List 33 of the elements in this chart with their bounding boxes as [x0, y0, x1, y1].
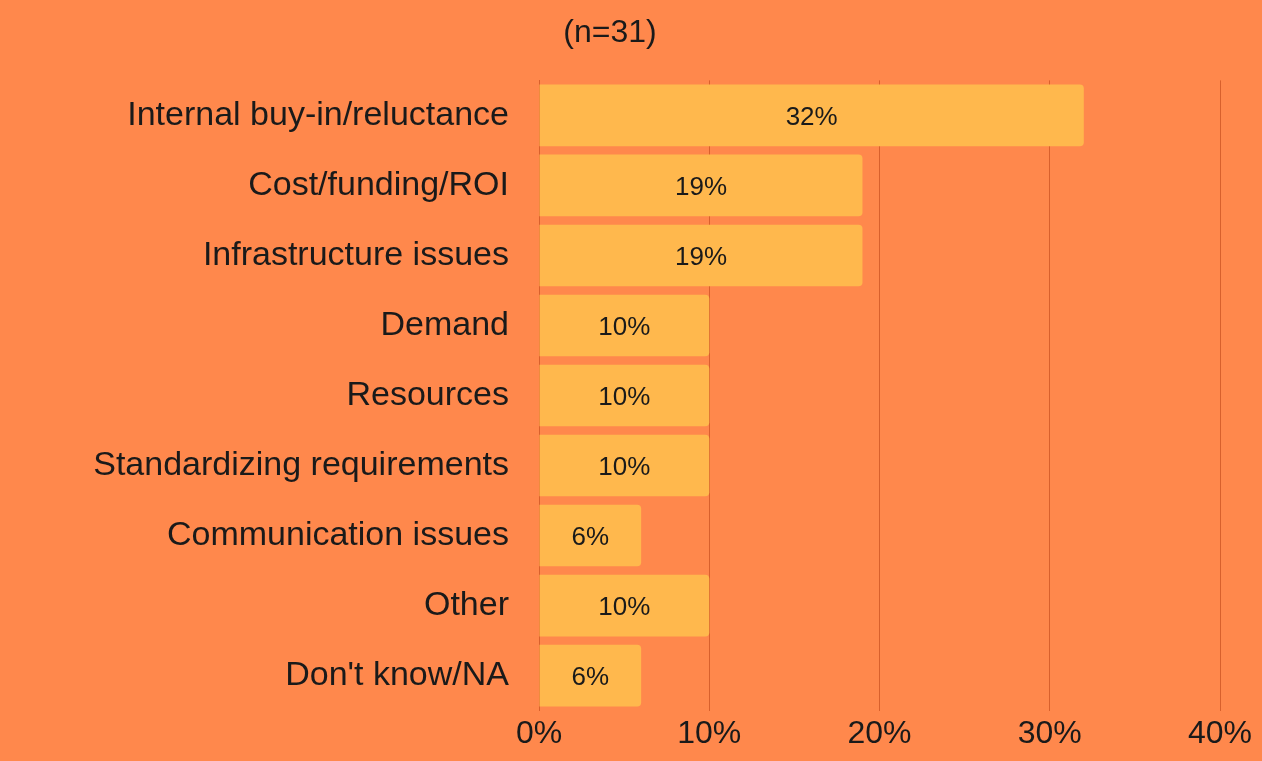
x-tick-label: 30% [1017, 713, 1082, 750]
data-label: 19% [674, 170, 728, 201]
data-label: 19% [674, 240, 728, 271]
data-label: 6% [571, 660, 610, 691]
bar [539, 294, 710, 357]
y-tick-label: Infrastructure issues [202, 233, 509, 272]
y-tick-label: Cost/funding/ROI [248, 163, 509, 202]
y-tick-label: Demand [380, 303, 509, 342]
y-tick-label: Resources [346, 373, 509, 412]
bar [539, 434, 710, 497]
bar [539, 154, 863, 217]
data-label: 10% [598, 310, 651, 341]
x-tick-label: 0% [515, 713, 563, 750]
bar [539, 574, 710, 637]
bar [539, 84, 1084, 147]
y-tick-label: Internal buy-in/reluctance [127, 93, 509, 132]
bar [539, 364, 710, 427]
bar [539, 504, 642, 567]
data-label: 10% [598, 450, 651, 481]
bar [539, 644, 642, 707]
data-label: 6% [571, 520, 610, 551]
y-tick-label: Communication issues [166, 513, 509, 552]
x-tick-label: 20% [847, 713, 912, 750]
x-tick-label: 10% [677, 713, 742, 750]
y-tick-label: Don't know/NA [285, 653, 510, 692]
data-label: 32% [785, 100, 838, 131]
chart-title: (n=31) [563, 13, 657, 50]
y-tick-label: Standardizing requirements [93, 443, 509, 482]
x-tick-label: 40% [1187, 713, 1253, 750]
y-tick-label: Other [423, 583, 509, 622]
bar [539, 224, 863, 287]
data-label: 10% [598, 590, 651, 621]
data-label: 10% [598, 380, 651, 411]
